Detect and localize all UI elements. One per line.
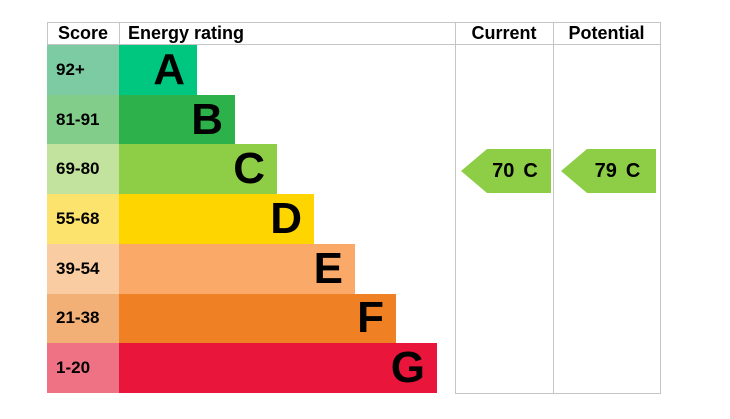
- table-right-border: [660, 22, 661, 394]
- current-arrow-label: 70 C: [461, 149, 551, 193]
- potential-band-letter: C: [625, 159, 641, 182]
- band-bar-f: F: [119, 293, 396, 344]
- current-arrow-shape: [461, 149, 551, 193]
- band-bar-c: C: [119, 144, 277, 195]
- band-letter-e: E: [313, 243, 343, 293]
- band-bar-a: A: [119, 45, 197, 95]
- band-letter-c: C: [233, 144, 265, 194]
- potential-arrow-shape: [561, 149, 656, 193]
- score-range-b: 81-91: [56, 109, 100, 129]
- score-range-e: 39-54: [56, 258, 100, 278]
- band-letter-d: D: [270, 194, 302, 244]
- score-cell-f: 21-38: [47, 293, 119, 344]
- score-cell-d: 55-68: [47, 194, 119, 244]
- band-row-a: 92+ A: [47, 45, 661, 95]
- band-row-e: 39-54 E: [47, 243, 661, 294]
- potential-header-label: Potential: [568, 23, 645, 43]
- energy-rating-header: Energy rating: [119, 22, 464, 45]
- score-range-g: 1-20: [56, 358, 91, 378]
- score-cell-c: 69-80: [47, 144, 119, 195]
- band-letter-g: G: [390, 343, 425, 393]
- potential-arrow-label: 79 C: [561, 149, 656, 193]
- band-row-f: 21-38 F: [47, 293, 661, 344]
- band-row-b: 81-91 B: [47, 94, 661, 145]
- band-letter-f: F: [357, 293, 384, 343]
- score-range-d: 55-68: [56, 209, 100, 229]
- band-letter-a: A: [153, 44, 185, 94]
- band-bar-e: E: [119, 243, 355, 294]
- band-letter-b: B: [191, 94, 223, 144]
- table-top-border: [47, 22, 661, 23]
- header-left-border: [47, 22, 48, 45]
- current-header: Current: [455, 22, 553, 45]
- band-row-d: 55-68 D: [47, 194, 661, 244]
- score-header: Score: [47, 22, 119, 45]
- score-cell-g: 1-20: [47, 343, 119, 394]
- band-row-g: 1-20 G: [47, 343, 661, 394]
- score-column-divider: [119, 22, 120, 45]
- band-bar-d: D: [119, 194, 314, 244]
- score-cell-a: 92+: [47, 45, 119, 95]
- current-column-left-border: [455, 22, 456, 394]
- current-rating-arrow: 70 C: [461, 149, 551, 193]
- score-range-f: 21-38: [56, 308, 100, 328]
- potential-rating-arrow: 79 C: [561, 149, 656, 193]
- score-range-a: 92+: [56, 59, 85, 79]
- band-bar-b: B: [119, 94, 235, 145]
- header-bottom-border: [47, 44, 661, 45]
- score-cell-b: 81-91: [47, 94, 119, 145]
- band-rows: 92+ A 81-91 B 69-80 C 55-68 D 39-54 E 21…: [47, 45, 661, 394]
- energy-rating-header-label: Energy rating: [128, 23, 245, 43]
- current-score-value: 70: [492, 159, 515, 182]
- band-row-c: 69-80 C: [47, 144, 661, 195]
- current-band-letter: C: [523, 159, 538, 182]
- score-range-c: 69-80: [56, 159, 100, 179]
- band-bar-g: G: [119, 343, 437, 394]
- score-header-label: Score: [57, 23, 109, 43]
- score-cell-e: 39-54: [47, 243, 119, 294]
- table-bottom-border: [455, 393, 661, 394]
- potential-score-value: 79: [594, 159, 617, 182]
- potential-header: Potential: [553, 22, 660, 45]
- current-potential-divider: [553, 22, 554, 394]
- current-header-label: Current: [471, 23, 537, 43]
